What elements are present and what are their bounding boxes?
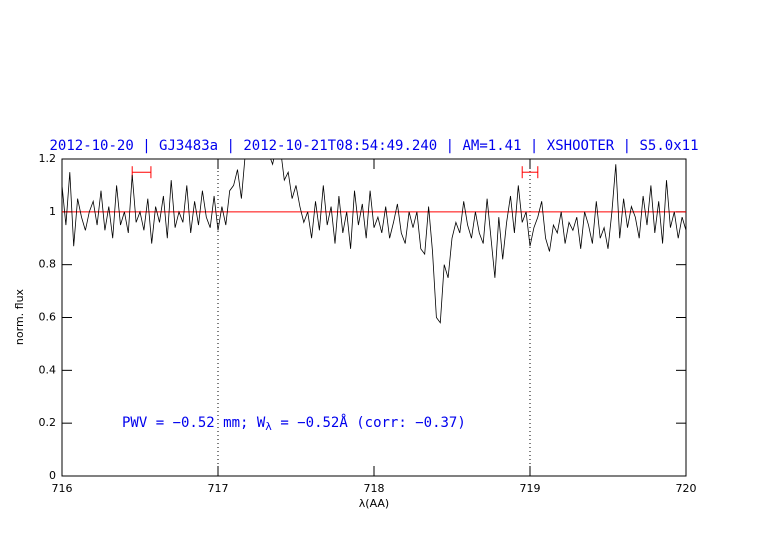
chart-title: 2012-10-20 | GJ3483a | 2012-10-21T08:54:… (49, 138, 698, 154)
x-tick-label: 719 (520, 482, 541, 495)
y-tick-label: 0.4 (39, 363, 57, 376)
spectrum-line (62, 159, 686, 324)
interval-marker (131, 166, 152, 179)
y-tick-label: 0.2 (39, 416, 57, 429)
x-tick-label: 716 (52, 482, 73, 495)
x-tick-label: 718 (364, 482, 385, 495)
x-axis-label: λ(AA) (359, 497, 389, 510)
interval-marker (521, 166, 539, 179)
y-tick-label: 0.8 (39, 258, 57, 271)
annotation-text: PWV = −0.52 mm; W (122, 415, 266, 431)
y-tick-label: 0.6 (39, 311, 57, 324)
annotation-subscript: λ (265, 420, 272, 433)
y-tick-label: 0 (49, 469, 56, 482)
y-tick-label: 1.2 (39, 152, 57, 165)
x-tick-label: 720 (676, 482, 697, 495)
x-tick-label: 717 (208, 482, 229, 495)
annotation-text: = −0.52Å (corr: −0.37) (272, 414, 466, 431)
annotation: PWV = −0.52 mm; Wλ = −0.52Å (corr: −0.37… (122, 414, 466, 433)
y-axis-label: norm. flux (13, 288, 26, 345)
y-tick-label: 1 (49, 205, 56, 218)
